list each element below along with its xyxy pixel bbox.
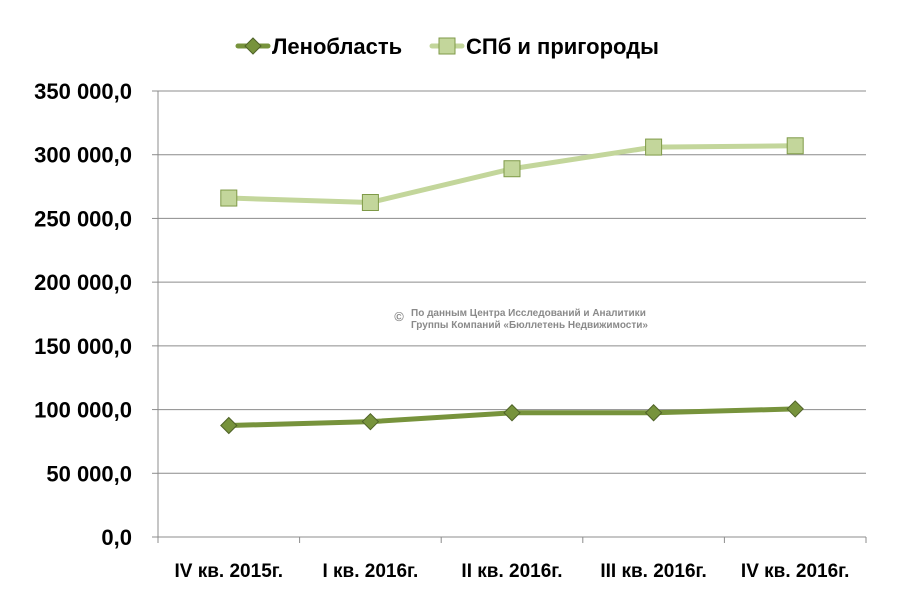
x-tick-label: I кв. 2016г. [322,561,418,582]
data-point [644,404,663,422]
legend: Ленобласть СПб и пригороды [235,34,659,59]
data-point [645,138,663,156]
y-tick-label: 300 000,0 [34,143,132,168]
data-point [220,416,238,435]
legend-label: Ленобласть [272,34,402,59]
x-tick-label: IV кв. 2016г. [741,561,850,582]
x-tick-label: III кв. 2016г. [600,561,706,582]
series-2 [220,137,804,211]
legend-item: Ленобласть [235,34,402,59]
y-tick-label: 250 000,0 [34,206,132,231]
data-point [361,412,380,431]
y-tick-label: 200 000,0 [34,270,132,295]
x-axis: IV кв. 2015г. I кв. 2016г. II кв. 2016г. II… [157,536,867,582]
y-tick-label: 150 000,0 [34,334,132,359]
legend-marker [438,37,456,55]
y-tick-label: 350 000,0 [34,79,132,104]
y-axis: 0,0 50 000,0 100 000,0 150 000,0 200 000,0 25… [34,79,159,550]
data-point [786,137,804,155]
data-point [361,194,379,211]
series-1 [220,400,804,435]
data-point [503,404,521,422]
source-note: © По данным Центра Исследований и Аналит… [394,308,648,331]
legend-label: СПб и пригороды [466,34,659,59]
data-point [220,189,238,207]
y-tick-label: 100 000,0 [34,398,132,423]
legend-marker [244,37,262,55]
y-tick-label: 50 000,0 [46,461,132,486]
copyright-symbol: © [394,309,404,324]
series-layer [220,137,804,435]
source-note-line-1: По данным Центра Исследований и Аналитик… [411,308,646,319]
data-point [503,160,521,178]
y-tick-label: 0,0 [101,525,132,550]
x-tick-label: IV кв. 2015г. [175,561,284,582]
source-note-line-2: Группы Компаний «Бюллетень Недвижимости» [411,320,648,331]
x-tick-label: II кв. 2016г. [461,561,562,582]
data-point [786,400,804,418]
legend-item: СПб и пригороды [429,34,659,59]
